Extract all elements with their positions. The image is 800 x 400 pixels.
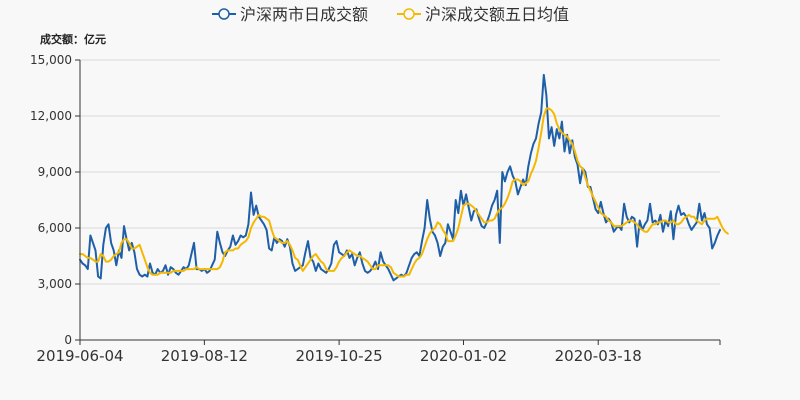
y-tick-label: 9,000 [38, 165, 72, 179]
x-tick-label: 2019-08-12 [161, 347, 248, 365]
y-tick-label: 6,000 [38, 221, 72, 235]
legend-marker [218, 8, 230, 20]
series-group [79, 73, 729, 282]
y-tick-label: 15,000 [30, 53, 72, 67]
legend-marker [403, 8, 415, 20]
x-tick-label: 2019-06-04 [36, 347, 123, 365]
legend-label: 沪深成交额五日均值 [425, 5, 569, 24]
y-axis-ticks: 0 3,000 6,000 9,000 12,000 15,000 [30, 53, 80, 347]
series-daily-turnover-line [79, 73, 721, 282]
series-five-day-average-line [79, 107, 729, 278]
x-tick-label: 2020-01-02 [420, 347, 507, 365]
y-tick-label: 0 [64, 333, 72, 347]
legend-item[interactable]: 沪深两市日成交额 [212, 5, 368, 24]
x-axis-ticks: 2019-06-04 2019-08-12 2019-10-25 2020-01-02… [36, 340, 721, 365]
legend-label: 沪深两市日成交额 [240, 5, 368, 24]
legend: 沪深两市日成交额 沪深成交额五日均值 [212, 5, 569, 24]
legend-item[interactable]: 沪深成交额五日均值 [397, 5, 569, 24]
y-axis-unit-label: 成交额：亿元 [40, 32, 106, 46]
x-tick-label: 2019-10-25 [296, 347, 383, 365]
y-tick-label: 12,000 [30, 109, 72, 123]
y-tick-label: 3,000 [38, 277, 72, 291]
y-gridlines [80, 59, 720, 285]
x-tick-label: 2020-03-18 [555, 347, 642, 365]
